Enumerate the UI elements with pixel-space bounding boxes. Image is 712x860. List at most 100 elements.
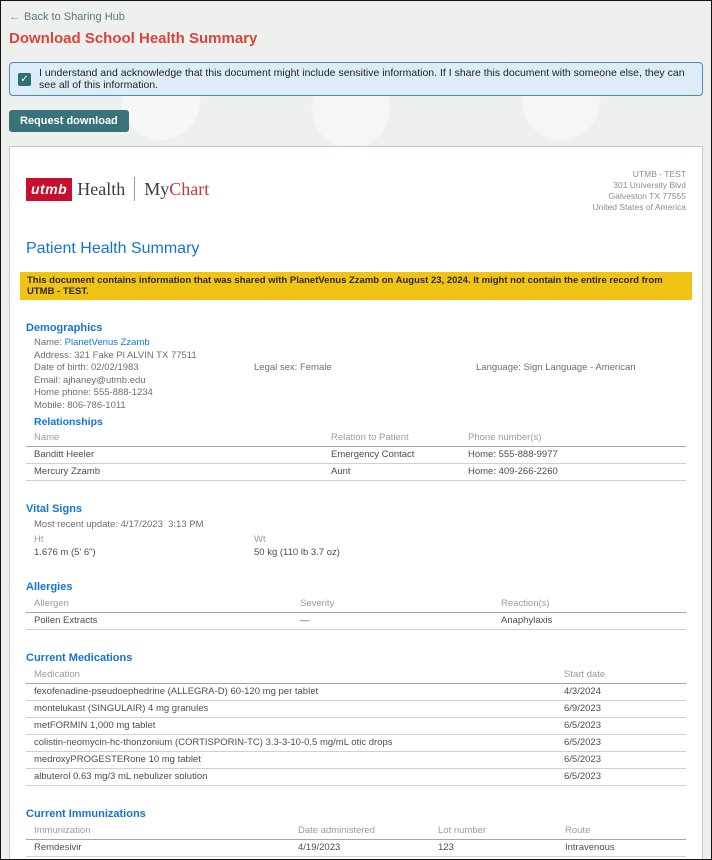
table-cell: Aunt <box>331 463 468 481</box>
column-header: Medication <box>26 667 564 684</box>
table-cell: Banditt Heeler <box>26 446 331 464</box>
table-row: SARS-COV-2 COVID-19 PFIZER VACCINE3/10/2… <box>26 856 686 859</box>
table-cell: Intramuscular <box>565 856 686 859</box>
utmb-mychart-logo: utmb Health My Chart <box>26 177 209 201</box>
column-header: Name <box>26 430 331 447</box>
table-cell: fexofenadine-pseudoephedrine (ALLEGRA-D)… <box>26 683 564 701</box>
name-label: Name: <box>34 337 65 348</box>
org-address-line: United States of America <box>592 202 686 212</box>
table-row: metFORMIN 1,000 mg tablet 6/5/2023 <box>26 717 686 735</box>
section-heading-current-immunizations: Current Immunizations <box>26 808 146 820</box>
acknowledgment-panel: ✓ I understand and acknowledge that this… <box>9 62 703 96</box>
table-row: albuterol 0.63 mg/3 mL nebulizer solutio… <box>26 768 686 786</box>
back-arrow-icon: ← <box>9 11 20 23</box>
dob-value: Date of birth: 02/02/1983 <box>34 362 139 373</box>
table-cell: Home: 409-266-2260 <box>468 463 686 481</box>
table-cell: 4/3/2024 <box>564 683 686 701</box>
column-header: Route <box>565 823 686 840</box>
table-cell: colistin-neomycin-hc-thonzonium (CORTISP… <box>26 734 564 752</box>
weight-block: Wt 50 kg (110 lb 3.7 oz) <box>254 534 340 559</box>
height-block: Ht 1.676 m (5' 6") <box>34 534 254 559</box>
table-cell: 4/19/2023 <box>298 839 438 857</box>
table-cell: — <box>300 612 501 630</box>
column-header: Allergen <box>26 596 300 613</box>
table-row: fexofenadine-pseudoephedrine (ALLEGRA-D)… <box>26 683 686 701</box>
patient-dob-sex-language-line: Date of birth: 02/02/1983 Legal sex: Fem… <box>34 362 686 375</box>
vitals-updated-line: Most recent update: 4/17/2023 3:13 PM <box>34 519 204 530</box>
table-row: montelukast (SINGULAIR) 4 mg granules 6/9… <box>26 700 686 718</box>
column-header: Date administered <box>298 823 438 840</box>
document-header: utmb Health My Chart UTMB - TEST 301 Univ… <box>26 169 686 213</box>
brand-chart-text: Chart <box>169 178 210 199</box>
patient-email-line: Email: ajhaney@utmb.edu <box>34 374 146 386</box>
table-cell: Home: 555-888-9977 <box>468 446 686 464</box>
section-heading-current-medications: Current Medications <box>26 652 133 664</box>
legal-sex-value: Legal sex: Female <box>254 362 332 373</box>
column-header: Reaction(s) <box>501 596 686 613</box>
table-cell: Emergency Contact <box>331 446 468 464</box>
acknowledgment-checkbox[interactable]: ✓ <box>18 72 31 86</box>
table-row: Remdesivir 4/19/2023 123 Intravenous <box>26 839 686 857</box>
table-cell: 6/9/2023 <box>564 700 686 718</box>
top-bar: ← Back to Sharing Hub Download School He… <box>1 1 711 132</box>
table-row: Banditt Heeler Emergency Contact Home: 555… <box>26 446 686 464</box>
table-row: colistin-neomycin-hc-thonzonium (CORTISP… <box>26 734 686 752</box>
table-cell: Anaphylaxis <box>501 612 686 630</box>
column-header: Severity <box>300 596 501 613</box>
weight-value: 50 kg (110 lb 3.7 oz) <box>254 546 340 558</box>
organization-address: UTMB - TEST 301 University Blvd Galvesto… <box>592 169 686 213</box>
back-to-sharing-hub-link[interactable]: ← Back to Sharing Hub <box>9 11 125 23</box>
document-preview: utmb Health My Chart UTMB - TEST 301 Univ… <box>9 146 703 859</box>
column-header: Phone number(s) <box>468 430 686 447</box>
request-download-button[interactable]: Request download <box>9 110 129 132</box>
back-link-label: Back to Sharing Hub <box>24 11 125 23</box>
table-cell: Pollen Extracts <box>26 612 300 630</box>
table-cell: Mercury Zzamb <box>26 463 331 481</box>
utmb-logo-icon: utmb <box>26 177 73 201</box>
section-heading-demographics: Demographics <box>26 322 103 334</box>
column-header: Start date <box>564 667 686 684</box>
table-cell: medroxyPROGESTERone 10 mg tablet <box>26 751 564 769</box>
table-cell: 123 <box>438 839 565 857</box>
table-cell: montelukast (SINGULAIR) 4 mg granules <box>26 700 564 718</box>
allergies-table: Allergen Severity Reaction(s) Pollen Extrac… <box>26 596 686 630</box>
height-value: 1.676 m (5' 6") <box>34 546 96 558</box>
relationships-table: Name Relation to Patient Phone number(s) Ba… <box>26 430 686 481</box>
table-cell: 6/5/2023 <box>564 734 686 752</box>
immunizations-table: Immunization Date administered Lot number R… <box>26 823 686 859</box>
section-heading-vital-signs: Vital Signs <box>26 503 83 515</box>
table-row: Pollen Extracts — Anaphylaxis <box>26 612 686 630</box>
column-header: Lot number <box>438 823 565 840</box>
acknowledgment-text: I understand and acknowledge that this d… <box>39 67 685 91</box>
medications-table: Medication Start date fexofenadine-pseudoe… <box>26 667 686 786</box>
table-row: medroxyPROGESTERone 10 mg tablet 6/5/2023 <box>26 751 686 769</box>
patient-name-line: Name: PlanetVenus Zzamb <box>34 337 686 350</box>
section-heading-allergies: Allergies <box>26 581 73 593</box>
height-label: Ht <box>34 534 44 545</box>
table-cell: SARS-COV-2 COVID-19 PFIZER VACCINE <box>26 856 298 859</box>
vitals-columns: Ht 1.676 m (5' 6") Wt 50 kg (110 lb 3.7 … <box>34 534 686 559</box>
patient-name-value: PlanetVenus Zzamb <box>64 337 150 348</box>
table-cell: 6/5/2023 <box>564 751 686 769</box>
column-header: Immunization <box>26 823 298 840</box>
brand-my-text: My <box>144 178 170 199</box>
table-cell: albuterol 0.63 mg/3 mL nebulizer solutio… <box>26 768 564 786</box>
table-cell: 3/10/2021 <box>298 856 438 859</box>
patient-mobile-line: Mobile: 806-786-1011 <box>34 399 126 411</box>
table-cell: EL0140 <box>438 856 565 859</box>
table-row: Mercury Zzamb Aunt Home: 409-266-2260 <box>26 463 686 481</box>
org-address-line: 301 University Blvd <box>613 180 686 190</box>
patient-home-phone-line: Home phone: 555-888-1234 <box>34 387 153 398</box>
language-value: Language: Sign Language - American <box>476 362 636 373</box>
page-title: Download School Health Summary <box>9 30 258 47</box>
org-name: UTMB - TEST <box>632 169 686 179</box>
org-address-line: Galveston TX 77555 <box>608 191 686 201</box>
column-header: Relation to Patient <box>331 430 468 447</box>
table-cell: 6/5/2023 <box>564 768 686 786</box>
table-cell: metFORMIN 1,000 mg tablet <box>26 717 564 735</box>
brand-health-text: Health <box>77 178 126 199</box>
document-title: Patient Health Summary <box>26 240 200 257</box>
table-cell: Remdesivir <box>26 839 298 857</box>
subsection-heading-relationships: Relationships <box>34 416 103 428</box>
